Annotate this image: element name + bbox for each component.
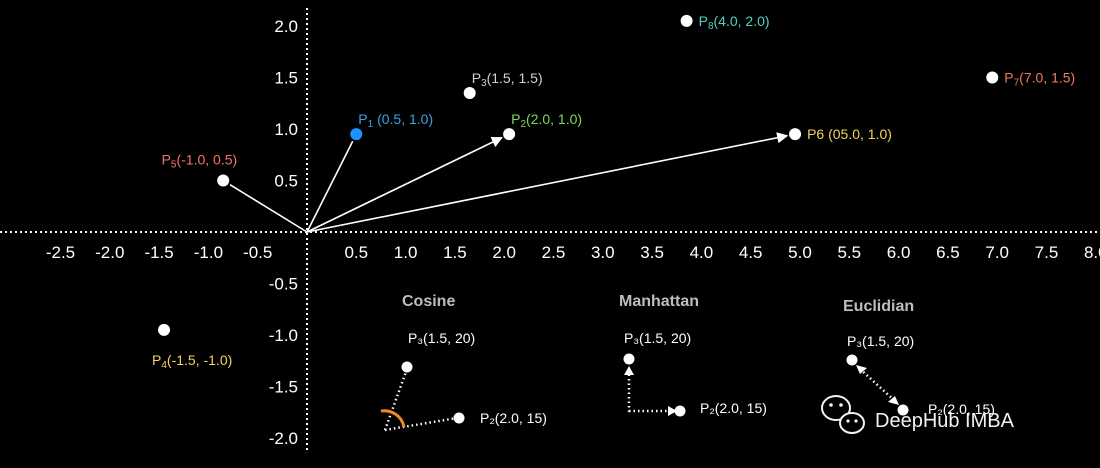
manhattan-right-arrowhead [668, 406, 677, 416]
y-tick-label: 1.0 [274, 120, 298, 139]
point-p3 [463, 86, 476, 99]
manhattan-panel: Manhattan P₃(1.5, 20) P₂(2.0, 15) [619, 293, 767, 417]
x-tick-label: -0.5 [243, 243, 272, 262]
cosine-vector-p3 [383, 368, 409, 431]
x-tick-label: -1.5 [144, 243, 173, 262]
points: P1 (0.5, 1.0) P2(2.0, 1.0) P3(1.5, 1.5) P4(… [152, 13, 1075, 371]
vectors [229, 132, 789, 233]
x-tick-label: 5.5 [837, 243, 861, 262]
vector-p5 [229, 184, 308, 233]
x-tick-label: 8.0 [1084, 243, 1100, 262]
cosine-p2-dot [453, 412, 465, 424]
cosine-p3-dot [401, 361, 413, 373]
point-p2 [503, 128, 516, 141]
y-tick-label: -1.0 [269, 326, 298, 345]
cosine-p3-label: P₃(1.5, 20) [408, 330, 475, 346]
wechat-icon [821, 395, 865, 434]
x-tick-label: 2.5 [542, 243, 566, 262]
x-tick-label: 2.0 [492, 243, 516, 262]
manhattan-up-arrowhead [624, 366, 634, 375]
point-p8 [680, 14, 693, 27]
x-tick-labels: -2.5 -2.0 -1.5 -1.0 -0.5 0.5 1.0 1.5 2.0 2.5 3.0 3.… [46, 243, 1100, 262]
vector-p1 [306, 140, 354, 233]
x-tick-label: -2.5 [46, 243, 75, 262]
x-tick-label: 0.5 [344, 243, 368, 262]
x-tick-label: 5.0 [788, 243, 812, 262]
point-label-p1: P1 (0.5, 1.0) [358, 111, 433, 130]
watermark: DeepHub IMBA [821, 395, 1015, 434]
cosine-title: Cosine [402, 293, 455, 310]
euclidian-panel: Euclidian P₃(1.5, 20) P₂(2.0, 15) [843, 298, 995, 417]
cosine-angle-arc [380, 409, 406, 428]
x-tick-label: 3.0 [591, 243, 615, 262]
euclidian-line [859, 368, 896, 402]
cosine-panel: Cosine P₃(1.5, 20) P₂(2.0, 15) [380, 293, 547, 432]
x-tick-label: 6.0 [887, 243, 911, 262]
cosine-vector-p2 [384, 416, 458, 432]
point-label-p4: P4(-1.5, -1.0) [152, 352, 232, 371]
watermark-text: DeepHub IMBA [875, 410, 1015, 432]
point-p5 [217, 174, 230, 187]
manhattan-title: Manhattan [619, 293, 699, 310]
vector-p2 [306, 136, 503, 233]
x-tick-label: -2.0 [95, 243, 124, 262]
x-tick-label: 3.5 [640, 243, 664, 262]
euclidian-arrowhead-b [888, 396, 899, 405]
manhattan-p3-label: P₃(1.5, 20) [624, 330, 691, 346]
manhattan-p2-label: P₂(2.0, 15) [700, 400, 767, 416]
point-p7 [986, 71, 999, 84]
manhattan-p2-dot [674, 405, 686, 417]
euclidian-p3-dot [846, 354, 858, 366]
point-p4 [158, 323, 171, 336]
point-label-p3: P3(1.5, 1.5) [472, 70, 543, 89]
point-label-p6: P6 (05.0, 1.0) [807, 126, 892, 142]
x-tick-label: 1.5 [443, 243, 467, 262]
point-label-p8: P8(4.0, 2.0) [699, 13, 770, 32]
manhattan-p3-dot [623, 353, 635, 365]
euclidian-p3-label: P₃(1.5, 20) [847, 333, 914, 349]
x-tick-label: -1.0 [194, 243, 223, 262]
cosine-p2-label: P₂(2.0, 15) [480, 410, 547, 426]
x-tick-label: 4.5 [739, 243, 763, 262]
x-tick-label: 7.0 [985, 243, 1009, 262]
euclidian-p2-dot [897, 404, 909, 416]
point-label-p2: P2(2.0, 1.0) [511, 111, 582, 130]
euclidian-title: Euclidian [843, 298, 914, 315]
euclidian-p2-label: P₂(2.0, 15) [928, 401, 995, 417]
y-tick-label: -0.5 [269, 275, 298, 294]
y-tick-label: -2.0 [269, 429, 298, 448]
y-tick-label: 2.0 [274, 17, 298, 36]
vector-p6 [306, 132, 789, 233]
y-tick-labels: 2.0 1.5 1.0 0.5 -0.5 -1.0 -1.5 -2.0 [269, 17, 298, 448]
y-tick-label: 0.5 [274, 172, 298, 191]
y-tick-label: -1.5 [269, 378, 298, 397]
point-p1 [350, 128, 363, 141]
point-p6 [789, 128, 802, 141]
point-label-p5: P5(-1.0, 0.5) [162, 152, 238, 171]
x-tick-label: 1.0 [394, 243, 418, 262]
y-tick-label: 1.5 [274, 69, 298, 88]
x-tick-label: 6.5 [936, 243, 960, 262]
point-label-p7: P7(7.0, 1.5) [1004, 70, 1075, 89]
x-tick-label: 7.5 [1035, 243, 1059, 262]
x-tick-label: 4.0 [690, 243, 714, 262]
euclidian-arrowhead-a [856, 365, 867, 374]
